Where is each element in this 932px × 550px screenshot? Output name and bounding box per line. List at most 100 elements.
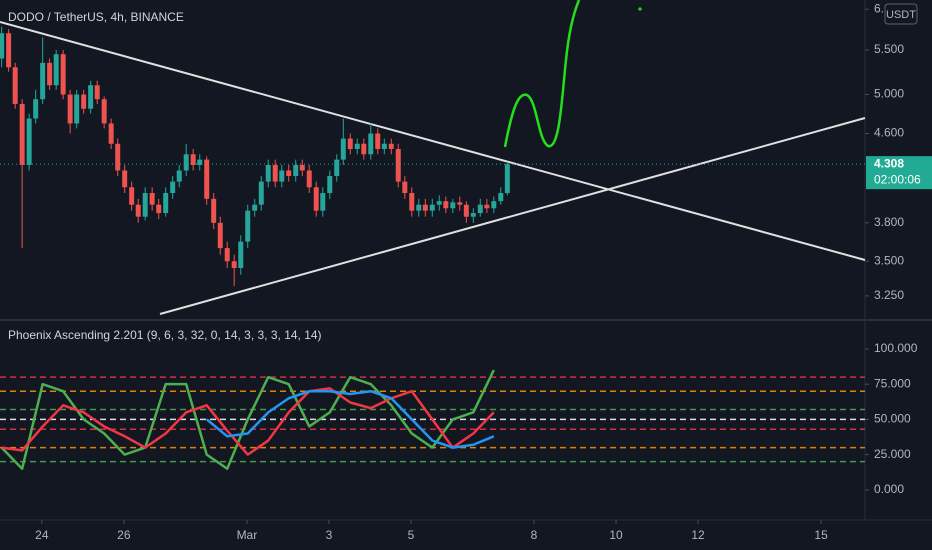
candle-body xyxy=(224,248,230,262)
candle-body xyxy=(450,202,456,209)
candle-body xyxy=(422,204,428,211)
candle-body xyxy=(340,138,346,160)
candle-body xyxy=(265,165,271,182)
candle-body xyxy=(183,154,189,171)
candle-body xyxy=(217,222,223,249)
candle-body xyxy=(347,138,353,149)
candle-body xyxy=(320,193,326,211)
y-tick-label: 100.000 xyxy=(874,341,918,355)
candle-body xyxy=(334,159,340,177)
candle-body xyxy=(402,181,408,194)
candle-body xyxy=(470,213,476,217)
candle-body xyxy=(26,118,32,166)
candle-body xyxy=(129,187,135,205)
candle-body xyxy=(74,94,80,124)
candle-body xyxy=(53,54,59,86)
y-tick-label: 5.000 xyxy=(874,87,904,101)
candle-body xyxy=(94,85,100,100)
candle-body xyxy=(197,159,203,166)
y-tick-label: 5.500 xyxy=(874,42,904,56)
candle-body xyxy=(416,204,422,211)
symbol-title[interactable]: DODO / TetherUS, 4h, BINANCE xyxy=(8,10,184,24)
currency-box[interactable] xyxy=(884,3,918,25)
candle-body xyxy=(47,62,53,86)
candle-body xyxy=(245,210,251,242)
candle-body xyxy=(204,159,210,199)
trend-line[interactable] xyxy=(0,21,866,261)
candle-body xyxy=(115,143,121,171)
candle-body xyxy=(0,33,5,59)
x-tick-label: Mar xyxy=(237,528,258,542)
indicator-title[interactable]: Phoenix Ascending 2.201 (9, 6, 3, 32, 0,… xyxy=(8,328,322,342)
x-tick-label: 8 xyxy=(531,528,538,542)
drawing-dot[interactable] xyxy=(638,7,642,11)
y-tick-label: 4.600 xyxy=(874,126,904,140)
candle-body xyxy=(258,181,264,205)
candle-body xyxy=(163,193,169,214)
candle-body xyxy=(306,170,312,188)
currency-label: USDT xyxy=(886,9,916,21)
last-price-label: 4.308 xyxy=(874,156,904,170)
candle-body xyxy=(327,176,333,194)
candle-body xyxy=(293,165,299,177)
candle-body xyxy=(429,204,435,211)
candle-body xyxy=(12,67,18,104)
indicator-line xyxy=(205,389,495,449)
candle-body xyxy=(361,143,367,155)
candle-body xyxy=(149,193,155,205)
candle-body xyxy=(156,204,162,214)
candle-body xyxy=(436,201,442,205)
y-tick-label: 3.800 xyxy=(874,215,904,229)
y-tick-label: 3.250 xyxy=(874,288,904,302)
y-tick-label: 50.000 xyxy=(874,412,911,426)
candle-body xyxy=(252,204,258,211)
candle-body xyxy=(40,62,46,100)
candle-body xyxy=(368,133,374,155)
candle-body xyxy=(409,193,415,211)
candle-body xyxy=(279,170,285,182)
candle-body xyxy=(60,54,66,95)
candle-body xyxy=(6,33,12,68)
candle-body xyxy=(504,164,510,194)
candle-body xyxy=(381,143,387,149)
candle-body xyxy=(81,94,87,109)
candle-body xyxy=(238,241,244,268)
trend-line[interactable] xyxy=(159,117,866,315)
candle-body xyxy=(108,123,114,144)
x-tick-label: 3 xyxy=(326,528,333,542)
candle-body xyxy=(211,198,217,223)
candle-body xyxy=(457,202,463,205)
indicator-line xyxy=(1,387,495,456)
candle-body xyxy=(122,170,128,188)
candle-body xyxy=(88,85,94,109)
drawing[interactable] xyxy=(503,0,581,148)
candle-body xyxy=(142,193,148,217)
countdown-label: 02:00:06 xyxy=(874,172,921,186)
candle-body xyxy=(67,94,73,124)
candle-body xyxy=(463,204,469,217)
candle-body xyxy=(19,103,25,166)
candle-body xyxy=(395,148,401,182)
y-tick-label: 25.000 xyxy=(874,447,911,461)
candle-body xyxy=(498,193,504,202)
candle-body xyxy=(135,204,141,217)
x-tick-label: 10 xyxy=(609,528,623,542)
candle-body xyxy=(491,201,497,209)
y-tick-label: 3.500 xyxy=(874,253,904,267)
y-tick-label: 75.000 xyxy=(874,376,911,390)
candle-body xyxy=(176,170,182,182)
candle-body xyxy=(477,204,483,214)
candle-body xyxy=(231,261,237,268)
x-tick-label: 26 xyxy=(117,528,131,542)
last-price-box xyxy=(866,156,932,190)
candle-body xyxy=(443,201,449,209)
candle-body xyxy=(170,181,176,194)
indicator-line xyxy=(0,369,495,470)
candle-body xyxy=(388,143,394,149)
candle-body xyxy=(272,165,278,182)
candle-body xyxy=(286,170,292,177)
candle-body xyxy=(190,154,196,166)
